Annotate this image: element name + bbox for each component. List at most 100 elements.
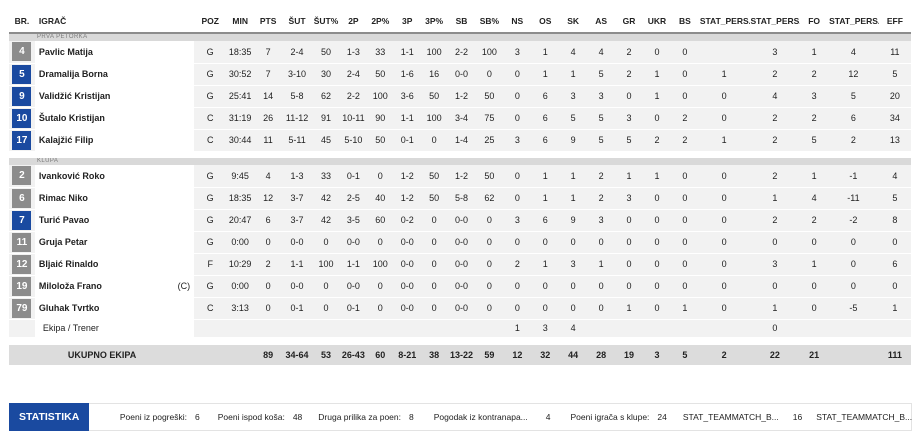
stat-ast: 4 <box>587 41 616 64</box>
column-header[interactable]: 3P% <box>420 9 448 34</box>
column-header[interactable]: POZ <box>194 9 227 34</box>
column-header[interactable]: OS <box>531 9 560 34</box>
column-header[interactable]: NS <box>503 9 532 34</box>
stat-blk <box>670 319 699 342</box>
player-name[interactable]: Turić Pavao <box>38 215 90 225</box>
column-header[interactable]: IGRAČ <box>34 9 195 34</box>
player-name-cell[interactable]: Turić Pavao <box>34 209 195 232</box>
stat-min <box>226 319 255 342</box>
player-row[interactable]: 79 Gluhak Tvrtko C 3:13 0 0-1 0 0-1 0 0-0 0 0-0 0 0 0 0… <box>9 297 911 320</box>
column-header[interactable]: ŠUT% <box>312 9 340 34</box>
player-name[interactable]: Gruja Petar <box>38 237 88 247</box>
jersey-number-cell: 2 <box>9 165 35 188</box>
player-name-cell[interactable]: Validžić Kristijan <box>34 85 195 108</box>
stat-to: 0 <box>615 85 643 108</box>
stat-blk: 0 <box>670 85 699 108</box>
team-stat-label: STAT_TEAMMATCH_B... <box>682 412 779 422</box>
player-name-cell[interactable]: Rimac Niko <box>34 187 195 210</box>
stat-pos: G <box>194 63 227 86</box>
player-name-cell[interactable]: Šutalo Kristijan <box>34 107 195 130</box>
section-label-row: KLUPA <box>9 158 911 165</box>
player-name[interactable]: Ivanković Roko <box>38 170 105 181</box>
jersey-number-cell: 12 <box>9 253 35 276</box>
player-name[interactable]: Validžić Kristijan <box>38 91 111 101</box>
player-row[interactable]: 2 Ivanković Roko G 9:45 4 1-3 33 0-1 0 1-2 50 1-2 50… <box>9 165 911 188</box>
stat-off-reb: 2 <box>503 253 532 276</box>
stat-3p: 0-0 <box>393 297 421 320</box>
player-name[interactable]: Šutalo Kristijan <box>38 113 105 123</box>
stat-tot-reb: 4 <box>559 41 588 64</box>
stat-fouls: 1 <box>800 165 829 188</box>
stat-2p-pct: 90 <box>366 107 394 130</box>
column-header[interactable]: UKR <box>642 9 671 34</box>
column-header[interactable]: PTS <box>254 9 283 34</box>
column-header[interactable]: EFF <box>878 9 911 34</box>
column-header[interactable]: MIN <box>226 9 255 34</box>
stat-tot-reb: 0 <box>559 297 588 320</box>
player-name[interactable]: Kalajžić Filip <box>38 135 94 145</box>
player-name-cell[interactable]: Kalajžić Filip <box>34 129 195 152</box>
stat-2p-pct: 60 <box>366 209 394 232</box>
total-row: UKUPNO EKIPA 89 34-64 53 26-43 60 8-21 38 13-22 5… <box>9 337 911 365</box>
team-stat-value: 6 <box>194 412 200 422</box>
stat-pts: 0 <box>254 297 283 320</box>
player-name-cell[interactable]: Gluhak Tvrtko <box>34 297 195 320</box>
column-header[interactable]: 3P <box>393 9 421 34</box>
column-header[interactable]: STAT_PERS... <box>749 9 801 34</box>
player-name-cell[interactable]: Gruja Petar <box>34 231 195 254</box>
player-name[interactable]: Gluhak Tvrtko <box>38 303 100 313</box>
player-row[interactable]: 12 Bljaić Rinaldo F 10:29 2 1-1 100 1-1 100 0-0 0 0… <box>9 253 911 276</box>
player-name-cell[interactable]: Bljaić Rinaldo <box>34 253 195 276</box>
player-name-cell[interactable]: Dramalija Borna <box>34 63 195 86</box>
stat-fouls: 2 <box>800 107 829 130</box>
column-header[interactable]: 2P% <box>366 9 394 34</box>
column-header[interactable]: STAT_PERS... <box>828 9 879 34</box>
column-header[interactable]: FO <box>800 9 829 34</box>
column-header[interactable]: SB <box>447 9 476 34</box>
column-header[interactable]: SK <box>559 9 588 34</box>
empty-cell <box>9 319 35 342</box>
player-name[interactable]: Miloloža Frano <box>38 281 102 291</box>
player-name[interactable]: Rimac Niko <box>38 193 88 203</box>
stat-to <box>615 319 643 342</box>
stat-stl: 0 <box>642 209 671 232</box>
stat-stl: 0 <box>642 107 671 130</box>
team-stat-points-from-turnovers: Poeni iz pogreški: 6 <box>120 412 200 422</box>
player-row[interactable]: 9 Validžić Kristijan G 25:41 14 5-8 62 2-2 100 3-… <box>9 85 911 108</box>
stat-2p: 0-0 <box>339 275 367 298</box>
player-row[interactable]: 10 Šutalo Kristijan C 31:19 26 11-12 91 10-11 90… <box>9 107 911 130</box>
player-name-cell[interactable]: Miloloža Frano (C) <box>34 275 195 298</box>
stat-3p-pct: 0 <box>420 275 448 298</box>
player-name-cell[interactable]: Ivanković Roko <box>34 165 195 188</box>
stat-stat-pers-3: 4 <box>828 41 879 64</box>
team-stat-value: 8 <box>408 412 414 422</box>
jersey-number: 19 <box>12 276 32 296</box>
column-header[interactable]: 2P <box>339 9 367 34</box>
player-row[interactable]: 5 Dramalija Borna G 30:52 7 3-10 30 2-4 50 1-6 16 0… <box>9 63 911 86</box>
stat-pos: C <box>194 129 227 152</box>
player-name[interactable]: Pavlic Matija <box>38 46 93 57</box>
player-row[interactable]: 19 Miloloža Frano (C) G 0:00 0 0-0 0 0-0 0 0-0 0 0-0… <box>9 275 911 298</box>
player-row[interactable]: 17 Kalajžić Filip C 30:44 11 5-11 45 5-10 50 0-1 0… <box>9 129 911 152</box>
spacer-cell <box>9 151 911 158</box>
stat-ast <box>587 319 616 342</box>
column-header[interactable]: AS <box>587 9 616 34</box>
jersey-number: 6 <box>12 188 32 208</box>
stat-eff: 5 <box>878 187 911 210</box>
player-row[interactable]: 4 Pavlic Matija G 18:35 7 2-4 50 1-3 33 1-1 100 2-2… <box>9 41 911 64</box>
stat-min: 25:41 <box>226 85 255 108</box>
stat-to: 5 <box>615 129 643 152</box>
column-header[interactable]: STAT_PERS... <box>698 9 750 34</box>
stat-fg-pct <box>312 319 340 342</box>
column-header[interactable]: GR <box>615 9 643 34</box>
player-name[interactable]: Bljaić Rinaldo <box>38 259 99 269</box>
column-header[interactable]: SB% <box>475 9 504 34</box>
player-row[interactable]: 7 Turić Pavao G 20:47 6 3-7 42 3-5 60 0-2 0 0-0 0 3 6 9… <box>9 209 911 232</box>
column-header[interactable]: ŠUT <box>282 9 313 34</box>
player-row[interactable]: 6 Rimac Niko G 18:35 12 3-7 42 2-5 40 1-2 50 5-8 62 0… <box>9 187 911 210</box>
player-row[interactable]: 11 Gruja Petar G 0:00 0 0-0 0 0-0 0 0-0 0 0-0 0 0 0 0 0 0… <box>9 231 911 254</box>
player-name[interactable]: Dramalija Borna <box>38 69 108 79</box>
column-header[interactable]: BR. <box>9 9 35 34</box>
column-header[interactable]: BS <box>670 9 699 34</box>
player-name-cell[interactable]: Pavlic Matija <box>34 41 195 64</box>
